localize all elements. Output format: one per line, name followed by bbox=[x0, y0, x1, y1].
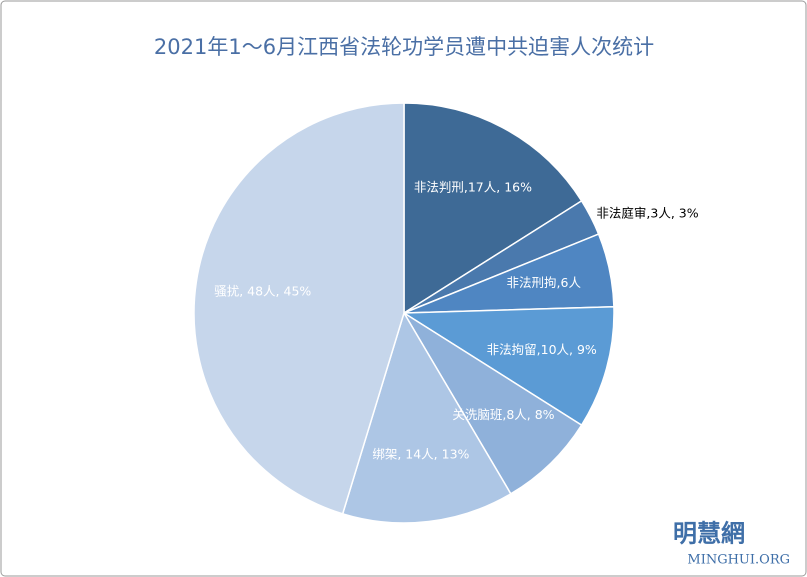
chart-title: 2021年1～6月江西省法轮功学员遭中共迫害人次统计 bbox=[154, 35, 654, 59]
data-label: 绑架, 14人, 13% bbox=[372, 446, 469, 461]
data-label: 非法判刑,17人, 16% bbox=[414, 179, 532, 194]
data-label: 非法拘留,10人, 9% bbox=[487, 342, 597, 357]
pie-slice bbox=[341, 311, 512, 524]
pie-slice bbox=[401, 306, 615, 427]
pie-slice bbox=[403, 102, 583, 315]
watermark-name: 明慧網 bbox=[673, 519, 745, 548]
pie-slice bbox=[403, 312, 583, 495]
data-label: 非法刑拘,6人 bbox=[507, 275, 582, 290]
pie-slice bbox=[193, 102, 405, 515]
data-label: 骚扰, 48人, 45% bbox=[214, 283, 311, 298]
watermark-site: MINGHUI.ORG bbox=[687, 553, 790, 568]
data-label: 关洗脑班,8人, 8% bbox=[452, 407, 554, 422]
data-label: 非法庭审,3人, 3% bbox=[596, 206, 698, 221]
